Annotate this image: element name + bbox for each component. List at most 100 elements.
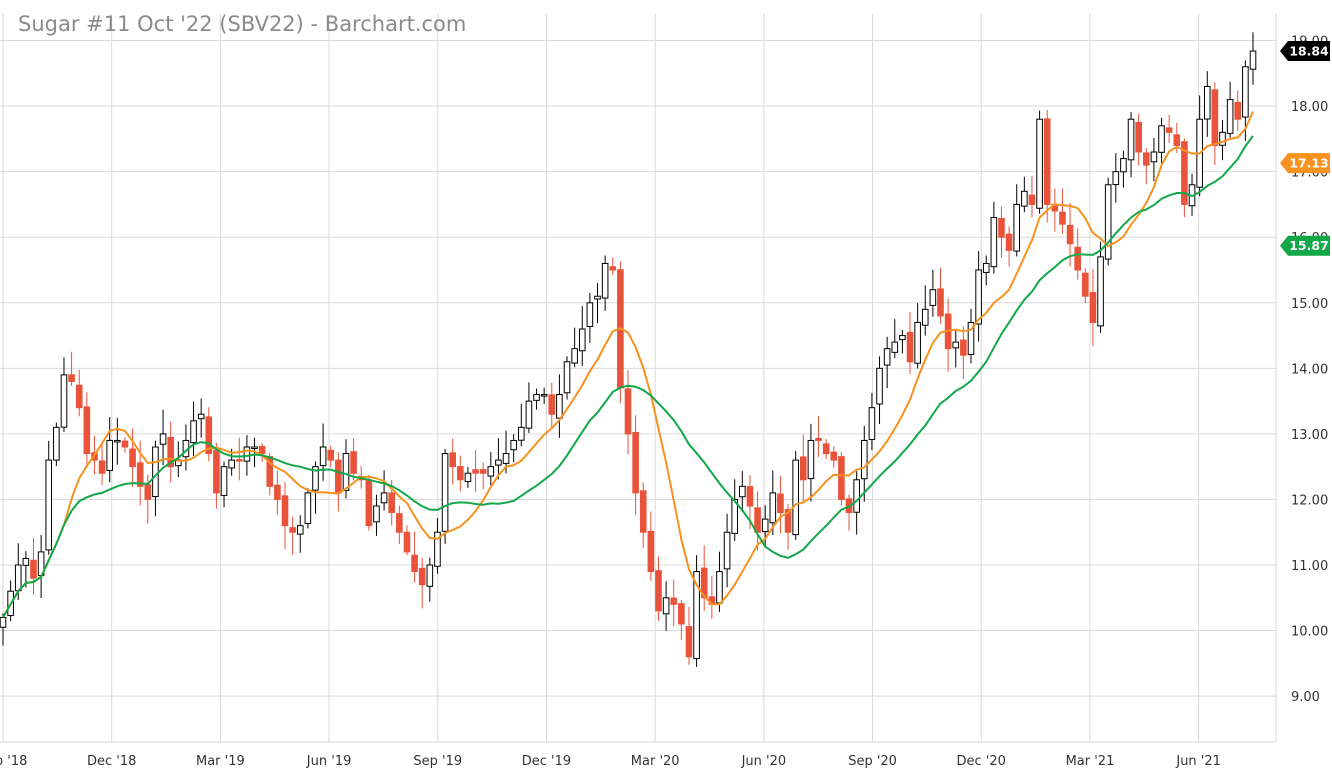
- candle-body: [578, 328, 586, 352]
- candle-body: [1173, 134, 1181, 146]
- moving-average-slow-line: [2, 135, 1254, 618]
- candlesticks: [0, 32, 1257, 667]
- candle-body: [594, 295, 601, 300]
- y-axis: 9.0010.0011.0012.0013.0014.0015.0016.001…: [1291, 35, 1328, 706]
- candle-body: [1028, 194, 1036, 205]
- candle-body: [670, 597, 678, 605]
- candle-body: [114, 439, 121, 443]
- candle-body: [418, 567, 426, 586]
- candle-body: [693, 571, 700, 660]
- candle-body: [777, 493, 784, 514]
- candle-body: [571, 348, 578, 364]
- candle-body: [327, 449, 335, 461]
- candle-body: [380, 492, 388, 504]
- x-tick-label: Dec '19: [522, 754, 571, 769]
- candle-body: [525, 400, 533, 429]
- candle-body: [502, 453, 510, 464]
- candle-body: [563, 361, 571, 394]
- candle-body: [1249, 50, 1257, 70]
- candle-body: [426, 564, 434, 587]
- candle-body: [487, 466, 495, 477]
- y-tick-label: 15.00: [1291, 297, 1328, 312]
- candle-body: [761, 518, 769, 533]
- candle-body: [243, 446, 251, 462]
- candle-body: [1066, 224, 1074, 245]
- candle-body: [937, 288, 944, 317]
- candle-body: [1226, 99, 1234, 134]
- price-label: 17.13: [1280, 153, 1330, 174]
- candle-body: [685, 626, 693, 658]
- candle-body: [312, 466, 319, 491]
- candle-body: [678, 603, 685, 625]
- price-label-text: 17.13: [1289, 156, 1329, 171]
- candle-body: [373, 505, 380, 523]
- candle-body: [251, 446, 258, 449]
- candle-body: [800, 456, 807, 481]
- candle-body: [1082, 272, 1089, 297]
- grid: [0, 14, 1277, 743]
- y-tick-label: 14.00: [1291, 362, 1328, 377]
- candle-body: [121, 440, 129, 448]
- candle-body: [655, 570, 662, 612]
- candle-body: [296, 525, 304, 535]
- y-tick-label: 10.00: [1291, 625, 1328, 640]
- candle-body: [1203, 85, 1211, 120]
- candle-body: [411, 554, 418, 573]
- candle-body: [586, 302, 594, 327]
- candle-body: [990, 217, 998, 268]
- candle-body: [1165, 127, 1173, 133]
- candle-body: [136, 462, 144, 487]
- candle-body: [144, 484, 152, 500]
- candle-body: [906, 331, 914, 363]
- candle-body: [662, 597, 670, 615]
- candle-body: [876, 367, 883, 405]
- price-labels: 18.84 17.13 15.87: [1280, 41, 1330, 256]
- candle-body: [464, 472, 472, 482]
- x-tick-label: Sep '20: [848, 754, 897, 769]
- candle-body: [205, 416, 213, 455]
- candle-body: [441, 453, 449, 532]
- candle-body: [495, 459, 502, 466]
- candle-body: [1104, 184, 1112, 260]
- candle-body: [1127, 118, 1135, 161]
- candle-body: [342, 453, 350, 491]
- x-tick-label: Mar '20: [631, 754, 680, 769]
- price-label-badge: [1280, 153, 1330, 174]
- candle-body: [739, 485, 746, 498]
- candle-body: [982, 262, 990, 273]
- candle-body: [213, 449, 220, 494]
- x-tick-label: Dec '20: [957, 754, 1006, 769]
- candle-body: [700, 567, 708, 599]
- candle-body: [609, 266, 617, 271]
- candle-body: [807, 439, 815, 480]
- candle-body: [723, 531, 731, 570]
- candle-body: [106, 439, 114, 471]
- candle-body: [1097, 256, 1104, 327]
- x-tick-label: Jun '21: [1175, 754, 1221, 769]
- candle-body: [190, 420, 197, 444]
- candle-body: [1211, 89, 1219, 146]
- candle-body: [540, 394, 548, 397]
- candle-body: [1005, 233, 1013, 251]
- candle-body: [335, 459, 342, 494]
- candle-body: [1135, 121, 1142, 153]
- candle-body: [1074, 246, 1081, 271]
- candle-body: [235, 459, 243, 462]
- candle-body: [510, 439, 517, 451]
- candle-body: [0, 616, 7, 628]
- candle-body: [1234, 101, 1242, 120]
- candle-body: [83, 406, 91, 455]
- y-tick-label: 9.00: [1291, 690, 1320, 705]
- candle-body: [1158, 125, 1165, 153]
- candle-body: [258, 445, 266, 455]
- y-tick-label: 13.00: [1291, 428, 1328, 443]
- x-tick-label: Dec '18: [87, 754, 136, 769]
- candle-body: [868, 407, 876, 441]
- candle-body: [556, 394, 563, 419]
- candle-body: [899, 335, 906, 341]
- candle-body: [860, 439, 868, 480]
- candle-body: [197, 413, 205, 420]
- candle-body: [68, 374, 75, 382]
- candle-body: [152, 446, 159, 498]
